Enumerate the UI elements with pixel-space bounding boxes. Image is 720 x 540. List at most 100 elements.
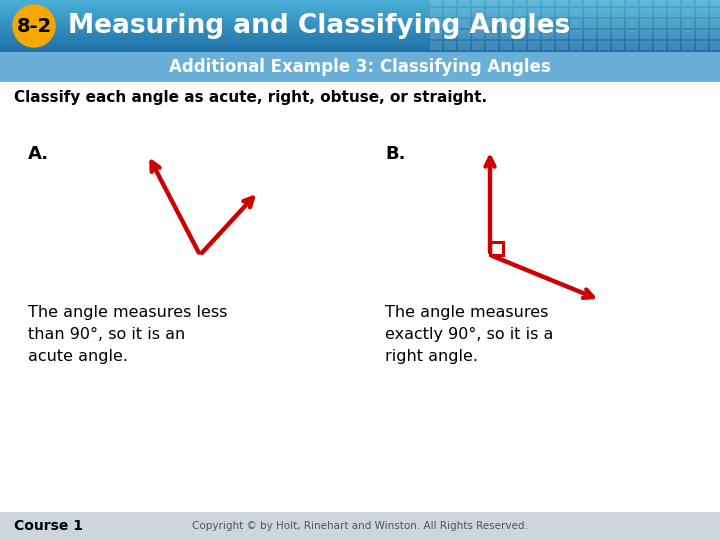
Bar (0, 52, 720, 82)
Bar (0, 3, 720, 4)
Bar (430, 30, 442, 39)
Bar (542, 19, 554, 28)
Bar (0, 13, 720, 14)
Bar (542, 0, 554, 6)
Text: The angle measures
exactly 90°, so it is a
right angle.: The angle measures exactly 90°, so it is… (385, 305, 554, 364)
Bar (514, 41, 526, 50)
Bar (696, 8, 708, 17)
Bar (710, 41, 720, 50)
Bar (486, 0, 498, 6)
Bar (626, 41, 638, 50)
Bar (556, 0, 568, 6)
Bar (0, 9, 720, 10)
Bar (458, 8, 470, 17)
Bar (0, 43, 720, 44)
Bar (668, 0, 680, 6)
Bar (0, 28, 720, 29)
Bar (612, 41, 624, 50)
Bar (0, 32, 720, 33)
Bar (640, 8, 652, 17)
Bar (682, 41, 694, 50)
Bar (0, 46, 720, 47)
Bar (668, 8, 680, 17)
Bar (0, 44, 720, 45)
Bar (570, 8, 582, 17)
Text: Additional Example 3: Classifying Angles: Additional Example 3: Classifying Angles (169, 58, 551, 76)
Bar (612, 8, 624, 17)
Bar (486, 8, 498, 17)
Bar (612, 19, 624, 28)
Bar (0, 7, 720, 8)
Bar (472, 41, 484, 50)
Bar (668, 19, 680, 28)
Bar (556, 8, 568, 17)
Bar (0, 49, 720, 50)
Bar (710, 8, 720, 17)
Bar (500, 0, 512, 6)
Bar (472, 19, 484, 28)
Bar (0, 14, 720, 15)
Bar (0, 15, 720, 16)
Bar (472, 8, 484, 17)
Bar (710, 30, 720, 39)
Bar (430, 19, 442, 28)
Bar (682, 30, 694, 39)
Bar (570, 0, 582, 6)
Bar (710, 0, 720, 6)
Bar (0, 82, 720, 512)
Text: The angle measures less
than 90°, so it is an
acute angle.: The angle measures less than 90°, so it … (28, 305, 228, 364)
Bar (570, 19, 582, 28)
Text: B.: B. (385, 145, 405, 163)
Bar (444, 8, 456, 17)
Bar (640, 0, 652, 6)
Bar (0, 20, 720, 21)
Bar (570, 30, 582, 39)
Bar (542, 8, 554, 17)
Bar (556, 41, 568, 50)
Bar (0, 39, 720, 40)
Bar (458, 0, 470, 6)
Bar (584, 41, 596, 50)
Bar (0, 22, 720, 23)
Bar (0, 40, 720, 41)
Bar (486, 19, 498, 28)
Bar (0, 2, 720, 3)
Bar (0, 1, 720, 2)
Bar (486, 30, 498, 39)
Bar (0, 24, 720, 25)
Bar (682, 0, 694, 6)
Bar (654, 30, 666, 39)
Bar (598, 19, 610, 28)
Bar (668, 30, 680, 39)
Bar (654, 0, 666, 6)
Bar (0, 5, 720, 6)
Bar (0, 25, 720, 26)
Bar (556, 30, 568, 39)
Bar (458, 30, 470, 39)
Bar (500, 41, 512, 50)
Bar (640, 19, 652, 28)
Bar (514, 8, 526, 17)
Bar (668, 41, 680, 50)
Bar (612, 30, 624, 39)
Bar (0, 37, 720, 38)
Bar (500, 19, 512, 28)
Bar (0, 36, 720, 37)
Bar (528, 8, 540, 17)
Bar (598, 41, 610, 50)
Text: Classify each angle as acute, right, obtuse, or straight.: Classify each angle as acute, right, obt… (14, 90, 487, 105)
Bar (0, 10, 720, 11)
Bar (444, 30, 456, 39)
Bar (0, 21, 720, 22)
Bar (444, 19, 456, 28)
Text: Measuring and Classifying Angles: Measuring and Classifying Angles (68, 13, 570, 39)
Bar (612, 0, 624, 6)
Bar (696, 19, 708, 28)
Bar (0, 48, 720, 49)
Bar (584, 19, 596, 28)
Bar (0, 34, 720, 35)
Bar (458, 19, 470, 28)
Bar (0, 8, 720, 9)
Bar (0, 45, 720, 46)
Bar (0, 26, 720, 27)
